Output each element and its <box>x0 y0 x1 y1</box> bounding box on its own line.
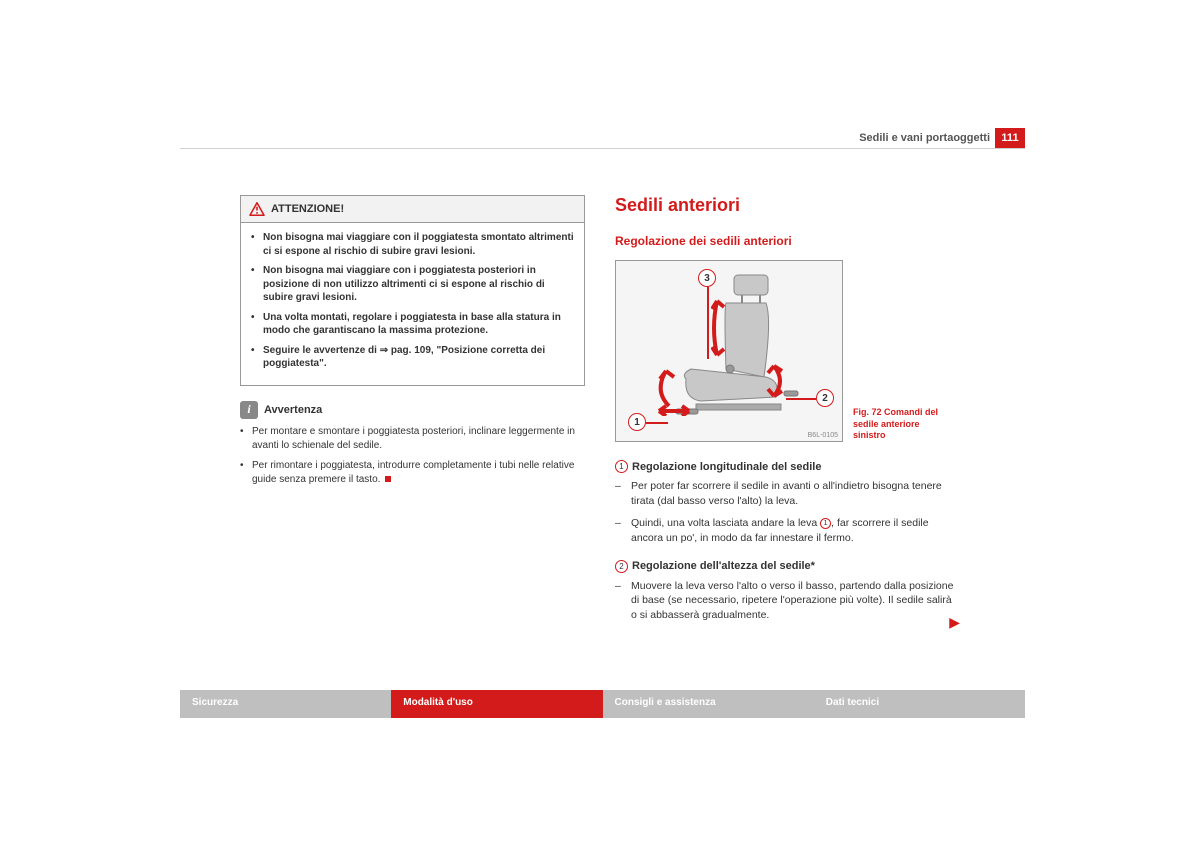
tab-dati-tecnici[interactable]: Dati tecnici <box>814 690 1025 718</box>
inline-ref-icon: 1 <box>820 518 831 529</box>
callout-1: 1 <box>628 413 646 431</box>
step-number-icon: 2 <box>615 560 628 573</box>
warning-header: ATTENZIONE! <box>241 196 584 223</box>
callout-line <box>786 398 816 400</box>
subsection-title: Regolazione dei sedili anteriori <box>615 234 960 248</box>
arrow-icon <box>711 293 741 363</box>
tab-modalita-uso[interactable]: Modalità d'uso <box>391 690 602 718</box>
note-item: Per montare e smontare i poggiatesta pos… <box>240 425 585 453</box>
callout-line <box>646 422 668 424</box>
figure-row: 1 2 3 B6L-0105 Fig. 72 Comandi del sedil… <box>615 260 960 442</box>
footer-tabs: Sicurezza Modalità d'uso Consigli e assi… <box>180 690 1025 718</box>
step-2-title: Regolazione dell'altezza del sedile* <box>632 560 815 572</box>
callout-line <box>707 287 709 359</box>
warning-item: Seguire le avvertenze di ⇒ pag. 109, "Po… <box>251 344 574 371</box>
callout-3: 3 <box>698 269 716 287</box>
step-2-list: Muovere la leva verso l'alto o verso il … <box>615 579 960 623</box>
figure-seat-diagram: 1 2 3 B6L-0105 <box>615 260 843 442</box>
header-divider <box>180 148 1025 149</box>
warning-body: Non bisogna mai viaggiare con il poggiat… <box>241 223 584 385</box>
step-item: Per poter far scorrere il sedile in avan… <box>615 479 960 508</box>
arrow-icon <box>644 361 694 416</box>
step-1-heading: 1 Regolazione longitudinale del sedile <box>615 460 960 473</box>
warning-box: ATTENZIONE! Non bisogna mai viaggiare co… <box>240 195 585 386</box>
header-section-label: Sedili e vani portaoggetti <box>859 132 990 144</box>
figure-caption: Fig. 72 Comandi del sedile anteriore sin… <box>853 407 953 442</box>
continue-arrow-icon: ▶ <box>949 614 960 631</box>
step-item: Quindi, una volta lasciata andare la lev… <box>615 516 960 545</box>
callout-2: 2 <box>816 389 834 407</box>
info-icon: i <box>240 401 258 419</box>
tab-sicurezza[interactable]: Sicurezza <box>180 690 391 718</box>
warning-title: ATTENZIONE! <box>271 203 344 215</box>
step-1-list: Per poter far scorrere il sedile in avan… <box>615 479 960 546</box>
note-body: Per montare e smontare i poggiatesta pos… <box>240 425 585 487</box>
step-2-heading: 2 Regolazione dell'altezza del sedile* <box>615 560 960 573</box>
warning-item: Una volta montati, regolare i poggiatest… <box>251 311 574 338</box>
note-item: Per rimontare i poggiatesta, introdurre … <box>240 459 585 487</box>
page-number: 111 <box>995 128 1025 148</box>
warning-item: Non bisogna mai viaggiare con i poggiate… <box>251 264 574 305</box>
warning-item: Non bisogna mai viaggiare con il poggiat… <box>251 231 574 258</box>
arrow-icon <box>764 361 794 401</box>
end-marker-icon <box>385 476 391 482</box>
note-title: Avvertenza <box>264 404 322 416</box>
step-number-icon: 1 <box>615 460 628 473</box>
figure-image-id: B6L-0105 <box>808 432 838 439</box>
step-item: Muovere la leva verso l'alto o verso il … <box>615 579 960 623</box>
tab-consigli[interactable]: Consigli e assistenza <box>603 690 814 718</box>
warning-triangle-icon <box>249 202 265 216</box>
right-column: Sedili anteriori Regolazione dei sedili … <box>615 195 960 631</box>
section-title: Sedili anteriori <box>615 195 960 216</box>
step-1-title: Regolazione longitudinale del sedile <box>632 461 821 473</box>
page-content: ATTENZIONE! Non bisogna mai viaggiare co… <box>240 195 1025 631</box>
left-column: ATTENZIONE! Non bisogna mai viaggiare co… <box>240 195 585 631</box>
note-header: i Avvertenza <box>240 401 585 419</box>
